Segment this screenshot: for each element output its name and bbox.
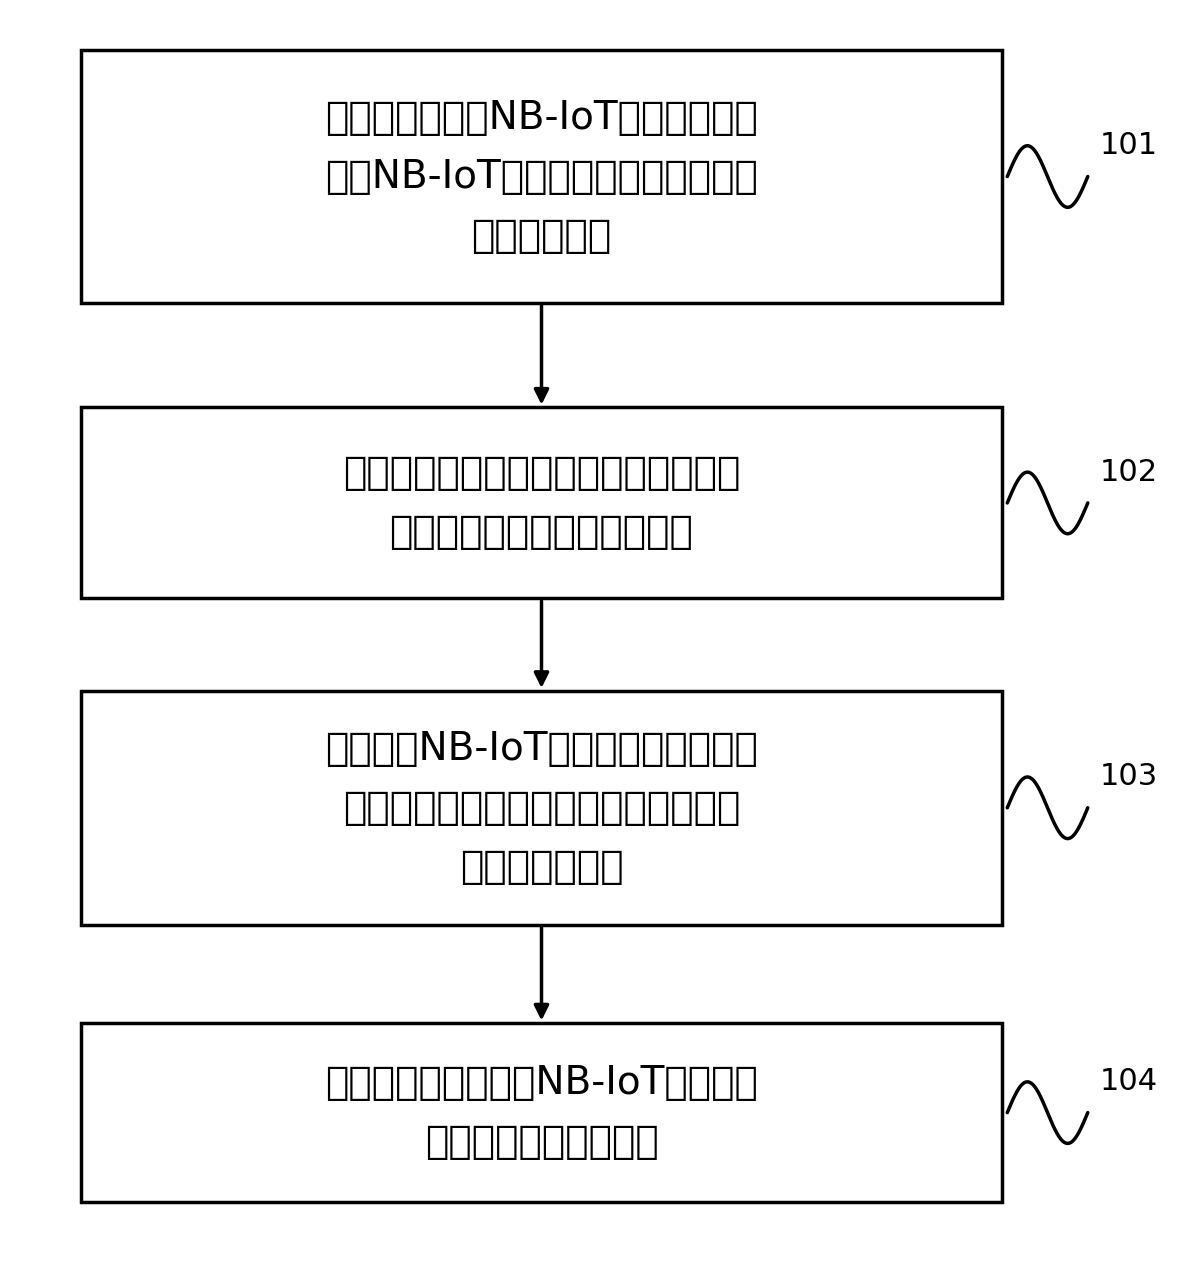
- FancyBboxPatch shape: [81, 50, 1002, 303]
- FancyBboxPatch shape: [81, 690, 1002, 925]
- Text: 101: 101: [1100, 131, 1157, 160]
- Text: 104: 104: [1100, 1067, 1157, 1097]
- Text: 计算所述NB-IoT部署区域中的每一终
端与每一参照节点之间的距离，根据所
述距离进行分组: 计算所述NB-IoT部署区域中的每一终 端与每一参照节点之间的距离，根据所 述距…: [325, 730, 758, 885]
- FancyBboxPatch shape: [81, 1024, 1002, 1202]
- Text: 103: 103: [1100, 762, 1157, 792]
- Text: 从每个小区中选择一个中心点作为对应
小区进行小组聚类的参照节点: 从每个小区中选择一个中心点作为对应 小区进行小组聚类的参照节点: [343, 454, 740, 552]
- Text: 102: 102: [1100, 458, 1157, 486]
- FancyBboxPatch shape: [81, 408, 1002, 598]
- Text: 根据分组情况将所述NB-IoT部署区域
中的所有终端接入基站: 根据分组情况将所述NB-IoT部署区域 中的所有终端接入基站: [325, 1064, 758, 1161]
- Text: 获取窄带物联网NB-IoT部署区域，将
所述NB-IoT部署区域根据预设规则划
分为多个小区: 获取窄带物联网NB-IoT部署区域，将 所述NB-IoT部署区域根据预设规则划 …: [325, 99, 758, 254]
